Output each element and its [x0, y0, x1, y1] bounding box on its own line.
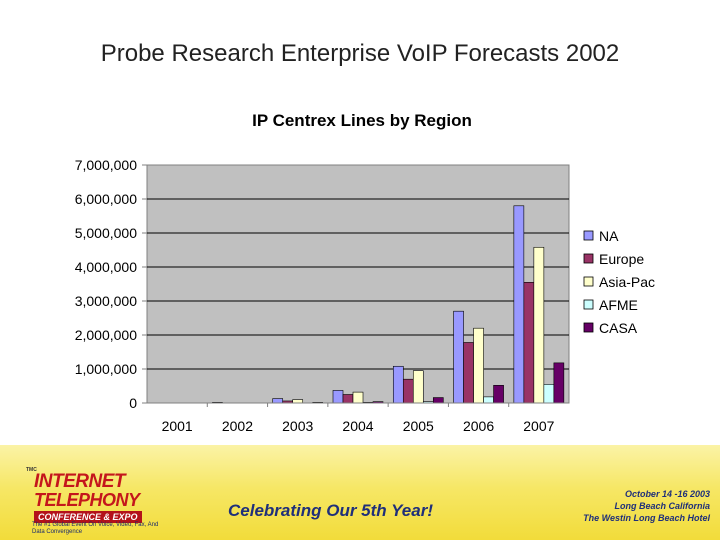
y-tick-label: 0 — [129, 395, 137, 411]
bar-na-2003 — [272, 398, 284, 404]
legend-label: AFME — [599, 297, 638, 313]
y-tick-label: 2,000,000 — [75, 327, 137, 343]
bar-afme-2007 — [543, 383, 555, 404]
logo-tagline: The #1 Global Event On Voice, Video, Fax… — [32, 522, 159, 535]
bar-na-2006 — [453, 310, 464, 404]
x-tick-label: 2001 — [162, 418, 193, 434]
legend-label: CASA — [599, 320, 638, 336]
event-dates: October 14 -16 2003 — [624, 489, 710, 499]
y-tick-label: 4,000,000 — [75, 259, 137, 275]
x-tick-label: 2003 — [282, 418, 313, 434]
bar-asia-pac-2006 — [473, 327, 484, 404]
y-axis: 0 1,000,000 2,000,000 3,000,000 4,000,000 5,0… — [75, 157, 147, 411]
slide-title: Probe Research Enterprise VoIP Forecasts… — [100, 40, 620, 67]
bar-afme-2006 — [483, 396, 494, 404]
bar-europe-2005 — [402, 378, 414, 404]
y-tick-label: 5,000,000 — [75, 225, 137, 241]
celebration-text: Celebrating Our 5th Year! — [228, 501, 433, 520]
bar-chart: IP Centrex Lines by Region 0 1,000,000 2,0… — [75, 111, 655, 434]
chart-title: IP Centrex Lines by Region — [252, 111, 472, 130]
logo-line-conference: CONFERENCE & EXPO — [34, 511, 142, 523]
footer-banner: TMC INTERNET TELEPHONY CONFERENCE & EXPO… — [0, 445, 720, 540]
plot-area — [146, 164, 570, 404]
bar-casa-2006 — [493, 385, 504, 404]
x-axis: 2001 2002 2003 2004 2005 2006 2007 — [147, 402, 569, 434]
y-tick-label: 6,000,000 — [75, 191, 137, 207]
x-tick-label: 2004 — [342, 418, 373, 434]
bar-asia-pac-2007 — [533, 246, 545, 404]
legend-swatch — [583, 299, 594, 310]
x-tick-label: 2002 — [222, 418, 253, 434]
chart-frame: IP Centrex Lines by Region 0 1,000,000 2,0… — [53, 94, 671, 446]
legend-label: Europe — [599, 251, 644, 267]
event-location: Long Beach California — [614, 501, 710, 511]
y-tick-label: 7,000,000 — [75, 157, 137, 173]
legend: NA Europe Asia-Pac AFME CASA — [583, 228, 655, 336]
bar-europe-2004 — [342, 394, 354, 404]
logo-line-telephony: TELEPHONY — [34, 490, 140, 510]
legend-swatch — [583, 230, 594, 241]
y-tick-label: 3,000,000 — [75, 293, 137, 309]
event-venue: The Westin Long Beach Hotel — [583, 513, 710, 523]
gridlines — [147, 198, 569, 370]
y-tick-label: 1,000,000 — [75, 361, 137, 377]
legend-label: Asia-Pac — [599, 274, 655, 290]
legend-label: NA — [599, 228, 619, 244]
bar-asia-pac-2005 — [412, 370, 424, 404]
legend-swatch — [583, 276, 594, 287]
bar-asia-pac-2004 — [352, 391, 364, 404]
bar-europe-2006 — [463, 342, 474, 404]
bar-na-2004 — [332, 390, 344, 404]
x-tick-label: 2007 — [523, 418, 554, 434]
conference-logo: TMC INTERNET TELEPHONY CONFERENCE & EXPO… — [26, 467, 166, 537]
bar-casa-2007 — [553, 362, 565, 404]
bar-asia-pac-2003 — [292, 399, 304, 404]
x-tick-label: 2006 — [463, 418, 494, 434]
event-info: October 14 -16 2003 Long Beach Californi… — [583, 488, 710, 524]
x-tick-label: 2005 — [403, 418, 434, 434]
bar-europe-2007 — [523, 282, 535, 404]
logo-line-internet: INTERNET — [34, 471, 126, 492]
bar-na-2007 — [513, 205, 525, 404]
bar-na-2005 — [392, 365, 404, 404]
logo-tm: TMC — [26, 467, 37, 473]
bar-casa-2005 — [432, 397, 444, 404]
legend-swatch — [583, 253, 594, 264]
legend-swatch — [583, 322, 594, 333]
